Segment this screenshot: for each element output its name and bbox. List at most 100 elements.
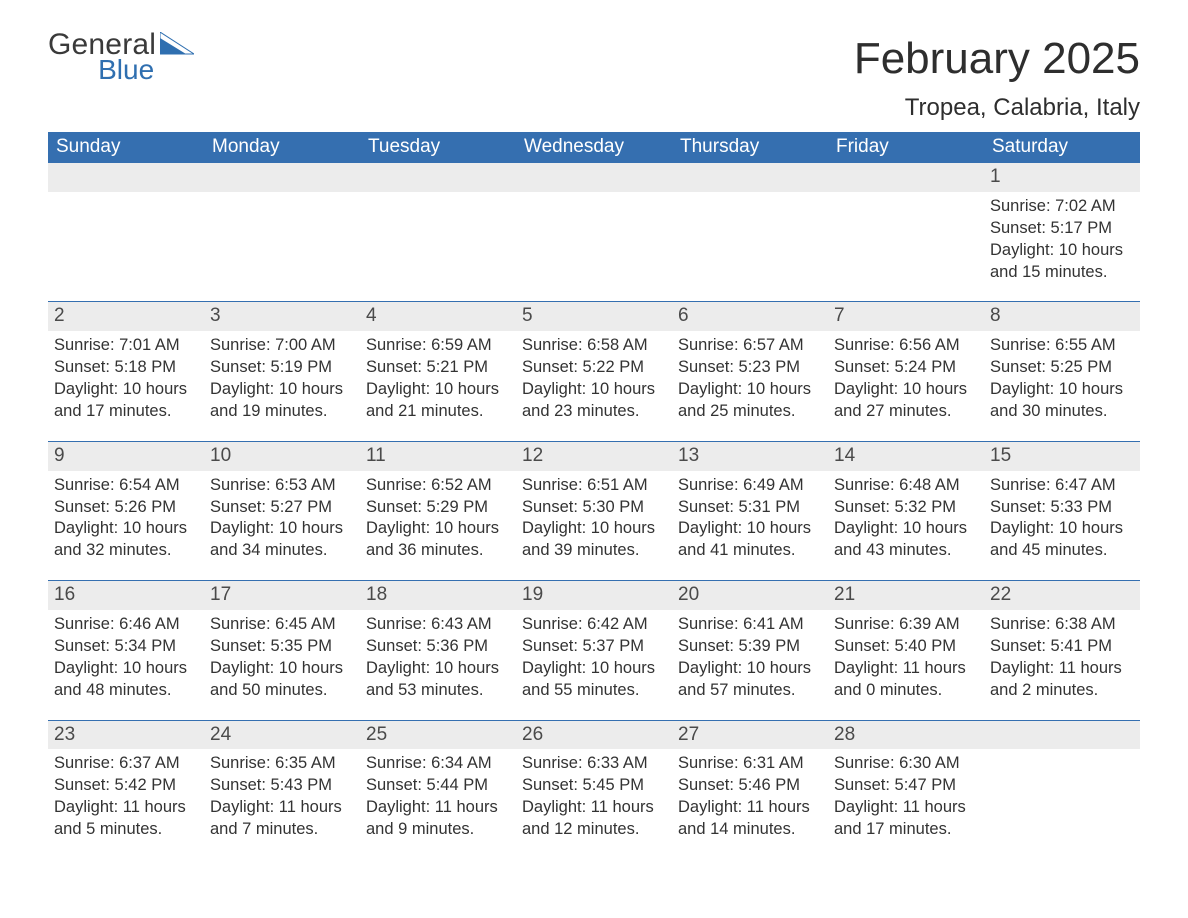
daylight-line1: Daylight: 11 hours — [990, 658, 1134, 680]
calendar-cell: 22Sunrise: 6:38 AMSunset: 5:41 PMDayligh… — [984, 580, 1140, 719]
day-number: 7 — [828, 302, 984, 331]
dayname-tuesday: Tuesday — [360, 132, 516, 163]
sunrise-text: Sunrise: 7:00 AM — [210, 335, 354, 357]
sunrise-text: Sunrise: 6:41 AM — [678, 614, 822, 636]
day-number: 10 — [204, 442, 360, 471]
day-details: Sunrise: 6:56 AMSunset: 5:24 PMDaylight:… — [828, 331, 984, 423]
day-details: Sunrise: 6:43 AMSunset: 5:36 PMDaylight:… — [360, 610, 516, 702]
daylight-line2: and 41 minutes. — [678, 540, 822, 562]
sunset-text: Sunset: 5:39 PM — [678, 636, 822, 658]
day-details: Sunrise: 7:02 AMSunset: 5:17 PMDaylight:… — [984, 192, 1140, 284]
calendar-week-row: 2Sunrise: 7:01 AMSunset: 5:18 PMDaylight… — [48, 301, 1140, 440]
daynum-bar: 9 — [48, 441, 204, 471]
day-number: 16 — [48, 581, 204, 610]
daylight-line2: and 36 minutes. — [366, 540, 510, 562]
sunrise-text: Sunrise: 6:45 AM — [210, 614, 354, 636]
daylight-line2: and 30 minutes. — [990, 401, 1134, 423]
daylight-line1: Daylight: 11 hours — [834, 797, 978, 819]
day-number: 20 — [672, 581, 828, 610]
dayname-sunday: Sunday — [48, 132, 204, 163]
day-number: 24 — [204, 721, 360, 750]
day-details: Sunrise: 6:46 AMSunset: 5:34 PMDaylight:… — [48, 610, 204, 702]
sunset-text: Sunset: 5:44 PM — [366, 775, 510, 797]
sunset-text: Sunset: 5:29 PM — [366, 497, 510, 519]
sunrise-text: Sunrise: 6:47 AM — [990, 475, 1134, 497]
day-details: Sunrise: 6:38 AMSunset: 5:41 PMDaylight:… — [984, 610, 1140, 702]
sunset-text: Sunset: 5:23 PM — [678, 357, 822, 379]
day-details: Sunrise: 7:01 AMSunset: 5:18 PMDaylight:… — [48, 331, 204, 423]
day-details: Sunrise: 6:30 AMSunset: 5:47 PMDaylight:… — [828, 749, 984, 841]
daylight-line2: and 39 minutes. — [522, 540, 666, 562]
daynum-bar: 20 — [672, 580, 828, 610]
day-number: 28 — [828, 721, 984, 750]
daylight-line2: and 21 minutes. — [366, 401, 510, 423]
sunrise-text: Sunrise: 6:38 AM — [990, 614, 1134, 636]
dayname-saturday: Saturday — [984, 132, 1140, 163]
sunrise-text: Sunrise: 6:56 AM — [834, 335, 978, 357]
sunrise-text: Sunrise: 6:54 AM — [54, 475, 198, 497]
day-number — [672, 163, 828, 192]
sunset-text: Sunset: 5:35 PM — [210, 636, 354, 658]
calendar-cell: 3Sunrise: 7:00 AMSunset: 5:19 PMDaylight… — [204, 301, 360, 440]
calendar-week-row: 16Sunrise: 6:46 AMSunset: 5:34 PMDayligh… — [48, 580, 1140, 719]
sunset-text: Sunset: 5:43 PM — [210, 775, 354, 797]
daylight-line1: Daylight: 10 hours — [54, 518, 198, 540]
day-details: Sunrise: 6:52 AMSunset: 5:29 PMDaylight:… — [360, 471, 516, 563]
calendar-cell: 2Sunrise: 7:01 AMSunset: 5:18 PMDaylight… — [48, 301, 204, 440]
calendar-cell: 21Sunrise: 6:39 AMSunset: 5:40 PMDayligh… — [828, 580, 984, 719]
calendar-week-row: 23Sunrise: 6:37 AMSunset: 5:42 PMDayligh… — [48, 720, 1140, 859]
daylight-line1: Daylight: 10 hours — [366, 658, 510, 680]
day-details: Sunrise: 6:34 AMSunset: 5:44 PMDaylight:… — [360, 749, 516, 841]
daylight-line2: and 19 minutes. — [210, 401, 354, 423]
daynum-bar — [516, 163, 672, 192]
calendar-cell — [48, 163, 204, 301]
flag-icon — [160, 32, 194, 61]
sunrise-text: Sunrise: 6:55 AM — [990, 335, 1134, 357]
day-number: 23 — [48, 721, 204, 750]
day-details: Sunrise: 6:45 AMSunset: 5:35 PMDaylight:… — [204, 610, 360, 702]
day-number: 1 — [984, 163, 1140, 192]
day-number — [48, 163, 204, 192]
day-number: 11 — [360, 442, 516, 471]
daylight-line1: Daylight: 11 hours — [54, 797, 198, 819]
daynum-bar: 23 — [48, 720, 204, 750]
day-number: 15 — [984, 442, 1140, 471]
day-details: Sunrise: 6:57 AMSunset: 5:23 PMDaylight:… — [672, 331, 828, 423]
sunset-text: Sunset: 5:25 PM — [990, 357, 1134, 379]
daynum-bar: 11 — [360, 441, 516, 471]
day-number: 13 — [672, 442, 828, 471]
daylight-line1: Daylight: 10 hours — [366, 379, 510, 401]
daylight-line2: and 0 minutes. — [834, 680, 978, 702]
sunrise-text: Sunrise: 6:31 AM — [678, 753, 822, 775]
daylight-line1: Daylight: 10 hours — [834, 518, 978, 540]
sunset-text: Sunset: 5:31 PM — [678, 497, 822, 519]
daylight-line2: and 17 minutes. — [834, 819, 978, 841]
daylight-line1: Daylight: 10 hours — [678, 518, 822, 540]
daylight-line2: and 34 minutes. — [210, 540, 354, 562]
daylight-line1: Daylight: 10 hours — [990, 518, 1134, 540]
sunrise-text: Sunrise: 6:39 AM — [834, 614, 978, 636]
sunrise-text: Sunrise: 6:33 AM — [522, 753, 666, 775]
calendar-cell: 15Sunrise: 6:47 AMSunset: 5:33 PMDayligh… — [984, 441, 1140, 580]
daylight-line2: and 57 minutes. — [678, 680, 822, 702]
day-details: Sunrise: 6:42 AMSunset: 5:37 PMDaylight:… — [516, 610, 672, 702]
daylight-line1: Daylight: 10 hours — [210, 379, 354, 401]
daylight-line1: Daylight: 10 hours — [54, 379, 198, 401]
day-number — [204, 163, 360, 192]
day-number — [516, 163, 672, 192]
daylight-line2: and 14 minutes. — [678, 819, 822, 841]
sunset-text: Sunset: 5:47 PM — [834, 775, 978, 797]
sunrise-text: Sunrise: 6:48 AM — [834, 475, 978, 497]
calendar-cell — [516, 163, 672, 301]
daylight-line2: and 15 minutes. — [990, 262, 1134, 284]
brand-logo: General Blue — [48, 30, 194, 84]
daylight-line1: Daylight: 10 hours — [678, 658, 822, 680]
daynum-bar: 19 — [516, 580, 672, 610]
calendar-cell: 28Sunrise: 6:30 AMSunset: 5:47 PMDayligh… — [828, 720, 984, 859]
day-number: 6 — [672, 302, 828, 331]
daylight-line1: Daylight: 10 hours — [210, 518, 354, 540]
daynum-bar: 26 — [516, 720, 672, 750]
calendar-cell — [672, 163, 828, 301]
sunrise-text: Sunrise: 7:01 AM — [54, 335, 198, 357]
day-details: Sunrise: 6:51 AMSunset: 5:30 PMDaylight:… — [516, 471, 672, 563]
